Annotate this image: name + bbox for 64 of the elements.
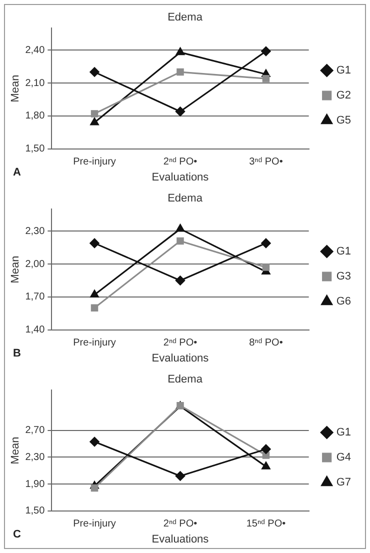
x-tick-label: 15ⁿᵈ PO• xyxy=(246,518,286,530)
point xyxy=(175,106,186,116)
point xyxy=(90,484,98,492)
point xyxy=(175,276,186,286)
y-axis-title: Mean xyxy=(10,436,22,464)
point xyxy=(262,462,270,470)
y-tick-label: 2,30 xyxy=(25,226,46,237)
point xyxy=(176,68,184,76)
legend-label: G1 xyxy=(336,246,352,258)
y-tick-label: 1,80 xyxy=(25,110,46,122)
point xyxy=(90,110,98,118)
point xyxy=(90,118,99,126)
y-tick-label: 2,30 xyxy=(25,452,46,463)
legend-label: G1 xyxy=(336,64,352,77)
point xyxy=(176,237,184,245)
point xyxy=(90,67,100,77)
x-axis-title: Evaluations xyxy=(152,171,210,184)
x-tick-label: 2ⁿᵈ PO• xyxy=(163,518,198,530)
legend-label: G3 xyxy=(336,270,352,283)
x-axis-title: Evaluations xyxy=(152,352,210,364)
chart-title: Edema xyxy=(168,12,204,24)
x-tick-label: 2ⁿᵈ PO• xyxy=(163,338,198,349)
x-tick-label: 3ⁿᵈ PO• xyxy=(249,156,284,168)
point xyxy=(176,48,185,56)
y-axis-title: Mean xyxy=(10,74,22,102)
y-tick-label: 1,70 xyxy=(25,292,46,303)
chart-title: Edema xyxy=(168,374,204,386)
point xyxy=(262,264,270,271)
x-tick-label: Pre-injury xyxy=(73,156,116,168)
y-tick-label: 1,40 xyxy=(25,324,46,336)
chart-title: Edema xyxy=(168,192,204,205)
y-tick-label: 2,10 xyxy=(25,78,46,89)
point xyxy=(176,224,185,232)
text: A xyxy=(13,166,21,179)
y-tick-label: 2,40 xyxy=(25,44,46,56)
text: C xyxy=(13,528,21,541)
legend-label: G4 xyxy=(336,452,352,464)
point xyxy=(90,238,100,248)
text: B xyxy=(13,348,21,360)
x-axis-title: Evaluations xyxy=(152,533,210,546)
point xyxy=(262,452,270,459)
point xyxy=(262,75,270,82)
legend-label: G5 xyxy=(336,114,352,127)
point xyxy=(175,471,186,481)
legend-label: G1 xyxy=(336,426,352,439)
point xyxy=(261,46,271,56)
point xyxy=(90,436,100,447)
point xyxy=(90,290,99,298)
legend-label: G2 xyxy=(336,90,352,102)
point xyxy=(261,238,271,248)
y-tick-label: 1,90 xyxy=(25,478,46,490)
x-tick-label: 8ⁿᵈ PO• xyxy=(249,338,284,349)
y-tick-label: 2,00 xyxy=(25,258,46,270)
y-axis-title: Mean xyxy=(10,256,22,284)
x-tick-label: Pre-injury xyxy=(73,518,116,530)
point xyxy=(90,304,98,312)
legend-label: G7 xyxy=(336,476,352,489)
legend-label: G6 xyxy=(336,296,352,308)
x-tick-label: Pre-injury xyxy=(73,338,116,349)
y-tick-label: 2,70 xyxy=(25,425,46,436)
point xyxy=(261,444,271,454)
y-tick-label: 1,50 xyxy=(25,506,46,517)
y-tick-label: 1,50 xyxy=(25,144,46,155)
x-tick-label: 2ⁿᵈ PO• xyxy=(163,156,198,168)
